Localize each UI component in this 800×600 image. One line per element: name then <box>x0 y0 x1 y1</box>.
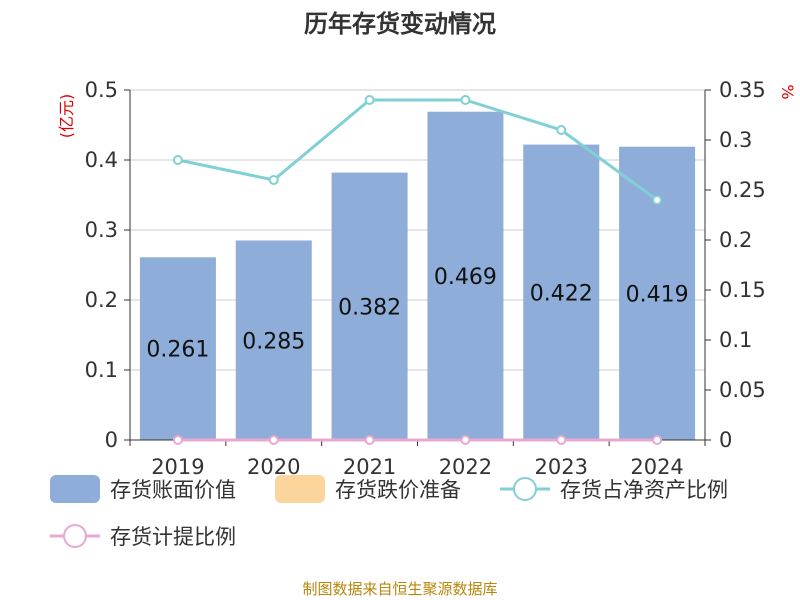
point-provision-ratio <box>460 435 471 445</box>
point-net-asset-ratio <box>268 175 279 185</box>
axes: 0 0.1 0.2 0.3 0.4 0.5 0 0.05 0.1 0.15 0.2 0.25 0.3 0.… <box>85 78 766 479</box>
y-right-tick-label: 0.25 <box>719 178 766 202</box>
y-right-tick-label: 0.1 <box>719 328 752 352</box>
bar-book-value <box>523 144 600 440</box>
legend-label-book-value: 存货账面价值 <box>110 478 236 502</box>
gridlines <box>130 89 705 371</box>
bar-value-label: 0.382 <box>338 295 401 320</box>
legend-marker-net-asset-ratio <box>513 477 537 501</box>
y-right-tick-label: 0.2 <box>719 228 752 252</box>
y-right-tick-label: 0.15 <box>719 278 766 302</box>
x-tick-label: 2021 <box>343 455 396 479</box>
line-net-asset-ratio <box>177 98 658 202</box>
source-note: 制图数据来自恒生聚源数据库 <box>302 580 497 598</box>
bar-book-value <box>139 257 216 440</box>
point-provision-ratio <box>172 435 183 445</box>
legend-swatch-impairment <box>275 475 325 503</box>
point-net-asset-ratio <box>172 155 183 165</box>
legend-item-provision-ratio[interactable]: 存货计提比例 <box>50 524 236 549</box>
y-left-tick-label: 0.1 <box>85 358 118 382</box>
y-right-tick-label: 0.3 <box>719 128 752 152</box>
y-right-unit-label: % <box>778 84 797 99</box>
point-net-asset-ratio <box>460 95 471 105</box>
point-provision-ratio <box>652 435 663 445</box>
bar-value-label: 0.469 <box>434 265 497 290</box>
y-left-tick-label: 0.3 <box>85 218 118 242</box>
bars <box>139 111 696 440</box>
legend-label-provision-ratio: 存货计提比例 <box>110 525 236 549</box>
point-net-asset-ratio <box>652 195 663 205</box>
legend-item-net-asset-ratio[interactable]: 存货占净资产比例 <box>500 477 728 502</box>
x-tick-label: 2024 <box>630 455 683 479</box>
point-provision-ratio <box>556 435 567 445</box>
legend: 存货账面价值 存货跌价准备 存货占净资产比例 存货计提比例 <box>50 475 728 549</box>
y-left-tick-label: 0.4 <box>85 148 118 172</box>
point-provision-ratio <box>268 435 279 445</box>
legend-marker-provision-ratio <box>63 524 87 548</box>
x-tick-label: 2019 <box>151 455 204 479</box>
bar-book-value <box>331 172 408 440</box>
legend-label-net-asset-ratio: 存货占净资产比例 <box>560 478 728 502</box>
line-series <box>172 95 663 445</box>
bar-book-value <box>427 111 504 440</box>
chart-title: 历年存货变动情况 <box>304 10 496 38</box>
point-net-asset-ratio <box>364 95 375 105</box>
legend-item-book-value[interactable]: 存货账面价值 <box>50 475 236 503</box>
y-left-tick-label: 0.2 <box>85 288 118 312</box>
y-right-tick-label: 0 <box>719 428 732 452</box>
y-left-tick-label: 0 <box>105 428 118 452</box>
y-right-tick-label: 0.35 <box>719 78 766 102</box>
bar-book-value <box>235 240 312 440</box>
bar-value-label: 0.285 <box>242 329 305 354</box>
point-provision-ratio <box>364 435 375 445</box>
y-left-unit-label: (亿元) <box>57 94 76 139</box>
legend-item-impairment[interactable]: 存货跌价准备 <box>275 475 461 503</box>
y-left-tick-label: 0.5 <box>85 78 118 102</box>
point-net-asset-ratio <box>556 125 567 135</box>
legend-label-impairment: 存货跌价准备 <box>335 478 461 502</box>
bar-value-labels: 0.261 0.285 0.382 0.469 0.422 0.419 <box>146 265 688 363</box>
x-tick-label: 2023 <box>535 455 588 479</box>
legend-swatch-book-value <box>50 475 100 503</box>
bar-value-label: 0.422 <box>530 281 593 306</box>
bar-value-label: 0.261 <box>146 338 209 363</box>
y-right-tick-label: 0.05 <box>719 378 766 402</box>
x-tick-label: 2022 <box>439 455 492 479</box>
bar-value-label: 0.419 <box>626 282 689 307</box>
